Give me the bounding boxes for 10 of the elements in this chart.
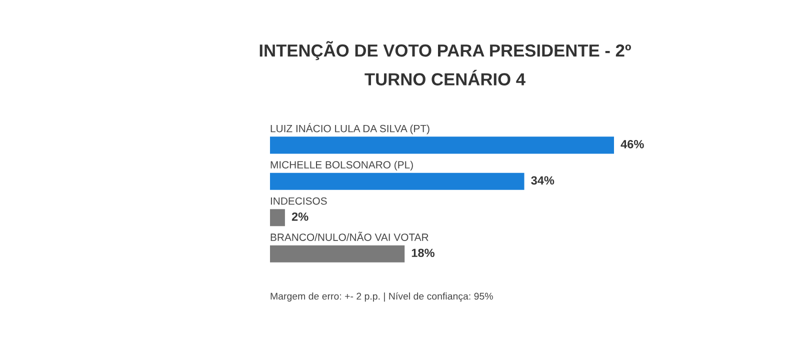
data-label: 34% — [531, 176, 554, 185]
data-label: 2% — [292, 212, 308, 221]
text: Margem de erro: +- 2 p.p. | Nível de confiança: 95% — [270, 292, 493, 302]
data-label: 46% — [620, 140, 644, 148]
y-tick-label: INDECISOS — [270, 197, 327, 205]
chart-title: INTENÇÃO DE VOTO PARA PRESIDENTE - 2º TURNO CENÁRIO 4 — [260, 41, 631, 86]
y-tick-label: MICHELLE BOLSONARO (PL) — [270, 160, 413, 171]
data-label: 18% — [412, 248, 434, 258]
y-tick-label: LUIZ INÁCIO LULA DA SILVA (PT) — [270, 123, 430, 134]
y-tick-label: BRANCO/NULO/NÃO VAI VOTAR — [270, 232, 428, 241]
